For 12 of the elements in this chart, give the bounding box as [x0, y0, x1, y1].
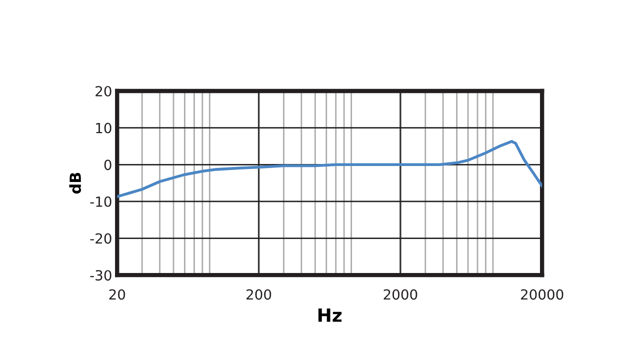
- y-tick-label: -20: [90, 233, 112, 244]
- y-axis-title: dB: [69, 172, 82, 194]
- y-tick-label: -30: [90, 270, 112, 281]
- y-tick-label: -10: [90, 196, 112, 207]
- y-tick-label: 10: [96, 122, 112, 134]
- x-tick-label: 20: [109, 289, 126, 300]
- x-tick-label: 200: [246, 289, 272, 300]
- x-tick-label: 20000: [521, 289, 564, 300]
- x-axis-title: Hz: [318, 308, 342, 322]
- x-tick-label: 2000: [384, 289, 418, 300]
- y-tick-label: 20: [96, 86, 112, 96]
- y-tick-label: 0: [104, 160, 112, 170]
